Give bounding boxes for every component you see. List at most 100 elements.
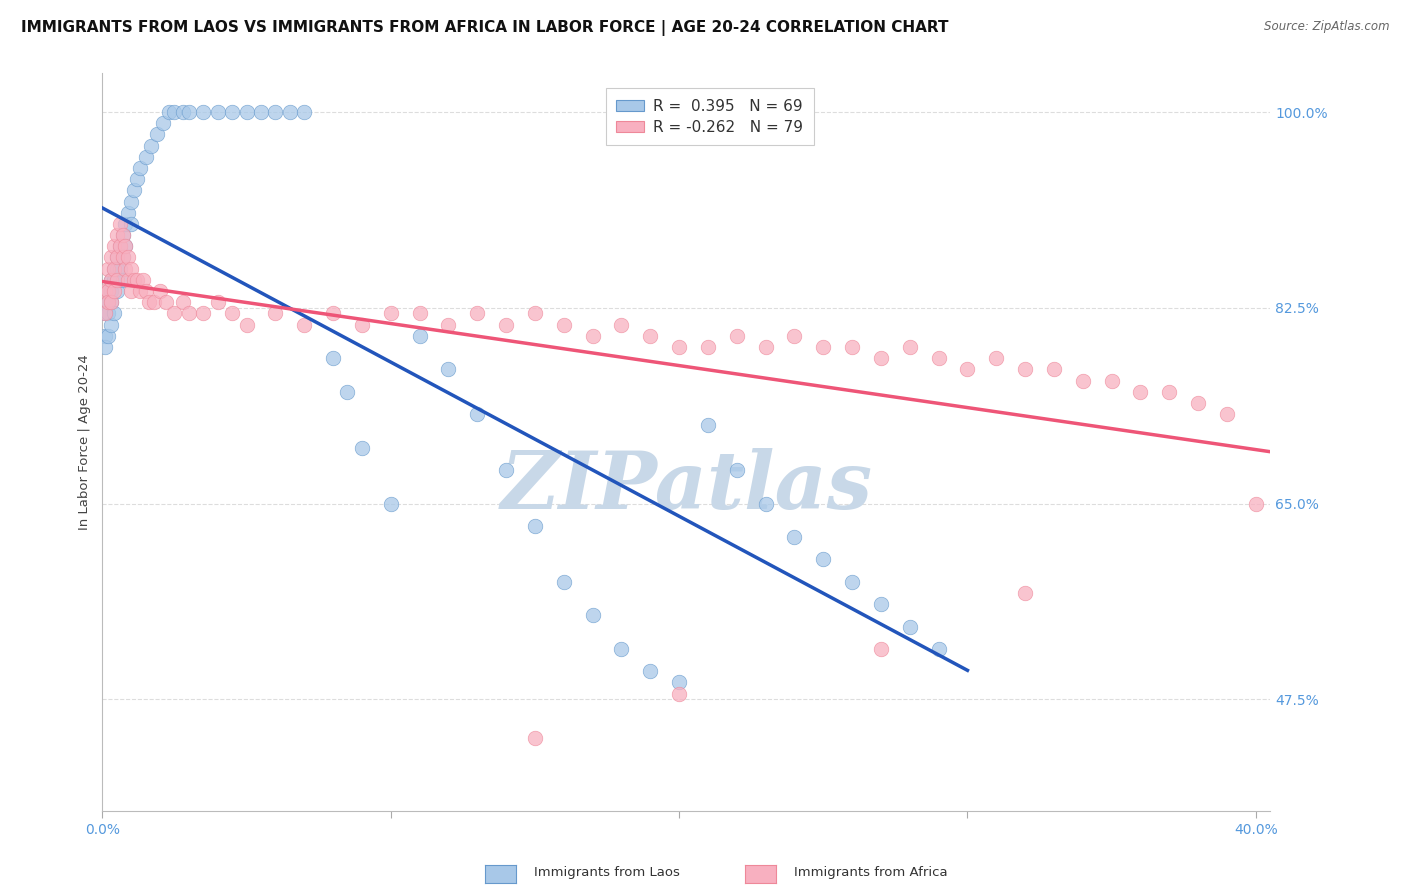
Point bbox=[94, 328, 117, 343]
Point bbox=[105, 251, 128, 265]
Point bbox=[100, 251, 122, 265]
Text: Immigrants from Laos: Immigrants from Laos bbox=[534, 866, 681, 879]
Point bbox=[956, 362, 979, 376]
Point bbox=[105, 261, 128, 276]
Point bbox=[103, 239, 125, 253]
Point bbox=[1101, 374, 1123, 388]
Point bbox=[111, 228, 134, 243]
Point bbox=[725, 463, 748, 477]
Point bbox=[97, 284, 120, 298]
Point bbox=[1129, 384, 1152, 399]
Point bbox=[783, 530, 806, 544]
Point bbox=[1159, 384, 1181, 399]
Point bbox=[122, 183, 145, 197]
Point bbox=[114, 239, 136, 253]
Text: Source: ZipAtlas.com: Source: ZipAtlas.com bbox=[1264, 20, 1389, 33]
Point bbox=[898, 340, 921, 354]
Point bbox=[114, 261, 136, 276]
Text: IMMIGRANTS FROM LAOS VS IMMIGRANTS FROM AFRICA IN LABOR FORCE | AGE 20-24 CORREL: IMMIGRANTS FROM LAOS VS IMMIGRANTS FROM … bbox=[21, 20, 949, 36]
Point bbox=[157, 105, 180, 120]
Point bbox=[125, 172, 148, 186]
Point bbox=[152, 116, 174, 130]
Point bbox=[553, 318, 575, 332]
Point bbox=[408, 306, 430, 320]
Point bbox=[264, 105, 287, 120]
Point bbox=[870, 351, 893, 366]
Point bbox=[163, 306, 186, 320]
Point bbox=[100, 295, 122, 310]
Point bbox=[105, 284, 128, 298]
Point bbox=[172, 105, 194, 120]
Point bbox=[97, 261, 120, 276]
Legend: R =  0.395   N = 69, R = -0.262   N = 79: R = 0.395 N = 69, R = -0.262 N = 79 bbox=[606, 88, 814, 145]
Point bbox=[97, 284, 120, 298]
Point bbox=[380, 496, 402, 510]
Point bbox=[100, 273, 122, 287]
Point bbox=[103, 273, 125, 287]
Point bbox=[117, 206, 139, 220]
Point bbox=[610, 641, 633, 656]
Point bbox=[870, 597, 893, 611]
Point bbox=[149, 284, 172, 298]
Point bbox=[146, 128, 169, 142]
Point bbox=[141, 138, 163, 153]
Point bbox=[100, 284, 122, 298]
Point bbox=[928, 351, 950, 366]
Point bbox=[581, 328, 603, 343]
Point bbox=[755, 340, 778, 354]
Point bbox=[94, 306, 117, 320]
Point bbox=[120, 194, 142, 209]
Point bbox=[111, 251, 134, 265]
Point bbox=[114, 239, 136, 253]
Point bbox=[1187, 396, 1209, 410]
Point bbox=[638, 665, 661, 679]
Point bbox=[553, 574, 575, 589]
Point bbox=[103, 261, 125, 276]
Point bbox=[235, 318, 257, 332]
Point bbox=[725, 328, 748, 343]
Point bbox=[108, 239, 131, 253]
Point bbox=[138, 295, 160, 310]
Point bbox=[986, 351, 1008, 366]
Point bbox=[193, 306, 215, 320]
Point bbox=[117, 251, 139, 265]
Point bbox=[155, 295, 177, 310]
Point bbox=[523, 731, 546, 746]
Point bbox=[120, 261, 142, 276]
Point bbox=[94, 306, 117, 320]
Point bbox=[523, 306, 546, 320]
Point bbox=[105, 273, 128, 287]
Point bbox=[322, 306, 344, 320]
Point bbox=[135, 284, 157, 298]
Point bbox=[177, 306, 200, 320]
Point bbox=[207, 295, 229, 310]
Point bbox=[111, 228, 134, 243]
Point bbox=[898, 619, 921, 633]
Point bbox=[322, 351, 344, 366]
Point bbox=[135, 150, 157, 164]
Point bbox=[128, 161, 150, 175]
Point bbox=[221, 105, 243, 120]
Point bbox=[292, 318, 315, 332]
Point bbox=[495, 318, 517, 332]
Point bbox=[103, 306, 125, 320]
Point bbox=[128, 284, 150, 298]
Point bbox=[122, 273, 145, 287]
Point bbox=[1014, 362, 1036, 376]
Point bbox=[94, 340, 117, 354]
Point bbox=[437, 318, 460, 332]
Point bbox=[207, 105, 229, 120]
Point bbox=[111, 273, 134, 287]
Point bbox=[143, 295, 166, 310]
Point bbox=[465, 306, 488, 320]
Point bbox=[928, 641, 950, 656]
Point bbox=[350, 318, 373, 332]
Point bbox=[120, 217, 142, 231]
Point bbox=[523, 519, 546, 533]
Point bbox=[278, 105, 301, 120]
Point bbox=[697, 418, 720, 433]
Point bbox=[100, 295, 122, 310]
Point bbox=[350, 441, 373, 455]
Point bbox=[668, 687, 690, 701]
Point bbox=[103, 261, 125, 276]
